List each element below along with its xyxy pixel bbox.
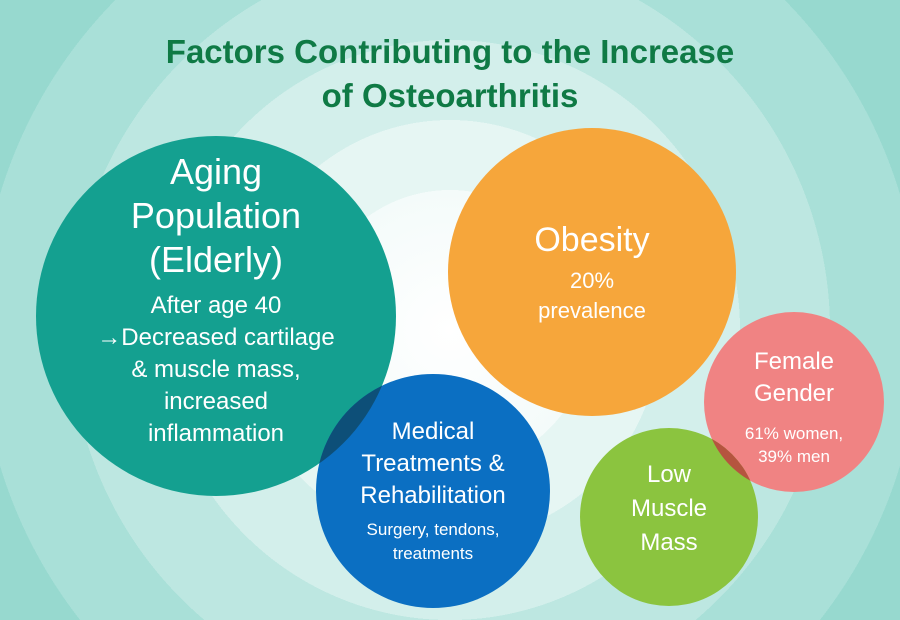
aging-desc-line: →Decreased cartilage	[97, 324, 335, 351]
aging-desc-line: inflammation	[147, 420, 285, 447]
aging-desc-line: increased	[163, 388, 269, 415]
medical-description: Surgery, tendons, treatments	[340, 518, 526, 566]
low-muscle-title: Low Muscle Mass	[600, 458, 738, 560]
female-description: 61% women, 39% men	[720, 422, 868, 468]
female-title-line: Female	[753, 348, 835, 375]
female-title-line: Gender	[753, 380, 835, 407]
low-muscle-title-line: Muscle	[630, 495, 708, 522]
medical-desc-line: treatments	[392, 544, 474, 563]
medical-title-line: Medical	[391, 418, 475, 445]
medical-title-line: Rehabilitation	[360, 482, 506, 509]
obesity-desc-line: 20%	[569, 268, 615, 293]
aging-desc-line: After age 40	[150, 292, 282, 319]
female-desc-line: 61% women,	[744, 424, 844, 443]
low-muscle-title-line: Low	[646, 461, 692, 488]
obesity-desc-line: prevalence	[538, 298, 646, 323]
obesity-description: 20% prevalence	[470, 266, 714, 326]
title-line-1: Factors Contributing to the Increase	[165, 33, 735, 70]
title-line-2: of Osteoarthritis	[321, 77, 579, 114]
aging-title-line: Aging	[169, 151, 263, 192]
diagram-title: Factors Contributing to the Increase of …	[0, 30, 900, 118]
aging-description: After age 40 →Decreased cartilage & musc…	[66, 290, 366, 450]
aging-title-line: (Elderly)	[148, 239, 283, 280]
female-title: Female Gender	[724, 346, 864, 410]
obesity-circle	[448, 128, 736, 416]
aging-title: Aging Population (Elderly)	[96, 150, 336, 282]
aging-title-line: Population	[130, 195, 302, 236]
obesity-title: Obesity	[534, 221, 650, 259]
medical-desc-line: Surgery, tendons,	[366, 520, 500, 539]
medical-title-line: Treatments &	[361, 450, 505, 477]
low-muscle-title-line: Mass	[640, 529, 698, 556]
aging-desc-line: & muscle mass,	[131, 356, 301, 383]
female-desc-line: 39% men	[758, 447, 830, 466]
medical-title: Medical Treatments & Rehabilitation	[336, 416, 530, 512]
